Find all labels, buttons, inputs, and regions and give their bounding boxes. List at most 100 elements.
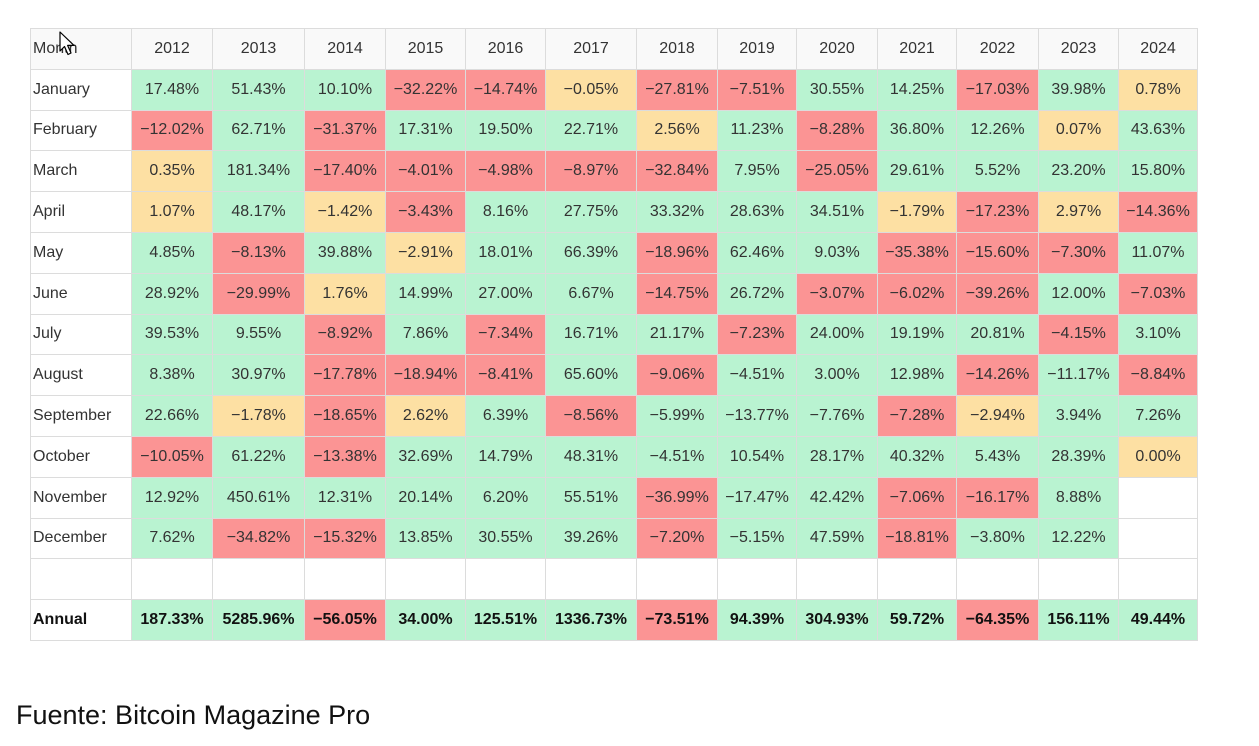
heatmap-cell-november-2018: −36.99% xyxy=(636,476,718,519)
year-header-2019[interactable]: 2019 xyxy=(717,28,797,70)
heatmap-cell-april-2013: 48.17% xyxy=(212,191,305,233)
heatmap-cell-august-2020: 3.00% xyxy=(796,354,878,397)
heatmap-cell-december-2021: −18.81% xyxy=(877,517,957,560)
month-row-january: January 17.48% 51.43% 10.10% −32.22% −14.74% −… xyxy=(30,68,1198,111)
heatmap-cell-october-2020: 28.17% xyxy=(796,435,878,478)
heatmap-cell-july-2018: 21.17% xyxy=(636,313,718,356)
month-row-march: March 0.35% 181.34% −17.40% −4.01% −4.98% −8.9… xyxy=(30,150,1198,193)
month-column-header[interactable]: Month xyxy=(30,28,132,70)
heatmap-cell-august-2015: −18.94% xyxy=(385,354,466,397)
heatmap-cell-february-2014: −31.37% xyxy=(304,109,386,152)
heatmap-cell-february-2015: 17.31% xyxy=(385,109,466,152)
heatmap-cell-april-2017: 27.75% xyxy=(545,191,637,233)
heatmap-cell-february-2013: 62.71% xyxy=(212,109,305,152)
heatmap-cell-june-2012: 28.92% xyxy=(131,272,213,315)
heatmap-cell-november-2024 xyxy=(1118,476,1198,519)
month-row-april: April 1.07% 48.17% −1.42% −3.43% 8.16% 27.75% 3… xyxy=(30,191,1198,233)
month-row-september: September 22.66% −1.78% −18.65% 2.62% 6.39% −8… xyxy=(30,395,1198,437)
heatmap-cell-spacer-2020 xyxy=(796,558,878,601)
row-label-july: July xyxy=(30,313,132,356)
year-header-2012[interactable]: 2012 xyxy=(131,28,213,70)
heatmap-cell-annual-2012: 187.33% xyxy=(131,599,213,641)
year-header-2021[interactable]: 2021 xyxy=(877,28,957,70)
heatmap-cell-may-2016: 18.01% xyxy=(465,231,546,274)
heatmap-cell-november-2021: −7.06% xyxy=(877,476,957,519)
heatmap-cell-june-2017: 6.67% xyxy=(545,272,637,315)
heatmap-cell-june-2023: 12.00% xyxy=(1038,272,1119,315)
heatmap-cell-september-2017: −8.56% xyxy=(545,395,637,437)
heatmap-cell-july-2014: −8.92% xyxy=(304,313,386,356)
heatmap-cell-annual-2024: 49.44% xyxy=(1118,599,1198,641)
heatmap-cell-november-2023: 8.88% xyxy=(1038,476,1119,519)
heatmap-cell-spacer-2019 xyxy=(717,558,797,601)
source-caption: Fuente: Bitcoin Magazine Pro xyxy=(16,700,371,730)
heatmap-cell-july-2013: 9.55% xyxy=(212,313,305,356)
heatmap-cell-september-2018: −5.99% xyxy=(636,395,718,437)
heatmap-cell-march-2016: −4.98% xyxy=(465,150,546,193)
heatmap-cell-august-2016: −8.41% xyxy=(465,354,546,397)
heatmap-cell-january-2023: 39.98% xyxy=(1038,68,1119,111)
year-header-2016[interactable]: 2016 xyxy=(465,28,546,70)
heatmap-cell-may-2012: 4.85% xyxy=(131,231,213,274)
year-header-2013[interactable]: 2013 xyxy=(212,28,305,70)
heatmap-cell-spacer-2023 xyxy=(1038,558,1119,601)
heatmap-cell-spacer-2018 xyxy=(636,558,718,601)
heatmap-cell-february-2024: 43.63% xyxy=(1118,109,1198,152)
heatmap-cell-april-2022: −17.23% xyxy=(956,191,1039,233)
heatmap-cell-november-2012: 12.92% xyxy=(131,476,213,519)
heatmap-cell-february-2016: 19.50% xyxy=(465,109,546,152)
heatmap-cell-october-2019: 10.54% xyxy=(717,435,797,478)
year-header-2024[interactable]: 2024 xyxy=(1118,28,1198,70)
heatmap-cell-february-2020: −8.28% xyxy=(796,109,878,152)
annual-row: Annual 187.33% 5285.96% −56.05% 34.00% 125.51… xyxy=(30,599,1198,641)
heatmap-cell-annual-2023: 156.11% xyxy=(1038,599,1119,641)
heatmap-cell-december-2015: 13.85% xyxy=(385,517,466,560)
month-row-february: February −12.02% 62.71% −31.37% 17.31% 19.50%… xyxy=(30,109,1198,152)
year-header-2014[interactable]: 2014 xyxy=(304,28,386,70)
heatmap-cell-april-2023: 2.97% xyxy=(1038,191,1119,233)
heatmap-cell-may-2014: 39.88% xyxy=(304,231,386,274)
heatmap-cell-may-2020: 9.03% xyxy=(796,231,878,274)
heatmap-cell-october-2022: 5.43% xyxy=(956,435,1039,478)
heatmap-cell-march-2024: 15.80% xyxy=(1118,150,1198,193)
heatmap-cell-december-2012: 7.62% xyxy=(131,517,213,560)
heatmap-cell-december-2017: 39.26% xyxy=(545,517,637,560)
heatmap-cell-annual-2014: −56.05% xyxy=(304,599,386,641)
heatmap-cell-december-2013: −34.82% xyxy=(212,517,305,560)
heatmap-cell-march-2015: −4.01% xyxy=(385,150,466,193)
year-header-2023[interactable]: 2023 xyxy=(1038,28,1119,70)
heatmap-cell-september-2013: −1.78% xyxy=(212,395,305,437)
row-label-june: June xyxy=(30,272,132,315)
heatmap-cell-june-2014: 1.76% xyxy=(304,272,386,315)
heatmap-cell-annual-2016: 125.51% xyxy=(465,599,546,641)
heatmap-cell-november-2014: 12.31% xyxy=(304,476,386,519)
row-label-annual: Annual xyxy=(30,599,132,641)
heatmap-cell-december-2022: −3.80% xyxy=(956,517,1039,560)
heatmap-cell-july-2021: 19.19% xyxy=(877,313,957,356)
heatmap-cell-february-2023: 0.07% xyxy=(1038,109,1119,152)
heatmap-cell-annual-2018: −73.51% xyxy=(636,599,718,641)
heatmap-cell-october-2021: 40.32% xyxy=(877,435,957,478)
year-header-2017[interactable]: 2017 xyxy=(545,28,637,70)
heatmap-cell-may-2021: −35.38% xyxy=(877,231,957,274)
year-header-2022[interactable]: 2022 xyxy=(956,28,1039,70)
month-row-august: August 8.38% 30.97% −17.78% −18.94% −8.41% 65.… xyxy=(30,354,1198,397)
heatmap-cell-annual-2020: 304.93% xyxy=(796,599,878,641)
heatmap-cell-november-2022: −16.17% xyxy=(956,476,1039,519)
heatmap-cell-april-2012: 1.07% xyxy=(131,191,213,233)
year-header-2015[interactable]: 2015 xyxy=(385,28,466,70)
heatmap-cell-january-2013: 51.43% xyxy=(212,68,305,111)
spacer-row xyxy=(30,558,1198,601)
heatmap-cell-may-2024: 11.07% xyxy=(1118,231,1198,274)
year-header-2020[interactable]: 2020 xyxy=(796,28,878,70)
heatmap-cell-annual-2019: 94.39% xyxy=(717,599,797,641)
heatmap-cell-march-2018: −32.84% xyxy=(636,150,718,193)
year-header-2018[interactable]: 2018 xyxy=(636,28,718,70)
heatmap-cell-april-2018: 33.32% xyxy=(636,191,718,233)
heatmap-cell-march-2021: 29.61% xyxy=(877,150,957,193)
heatmap-cell-july-2020: 24.00% xyxy=(796,313,878,356)
heatmap-cell-february-2012: −12.02% xyxy=(131,109,213,152)
heatmap-cell-october-2015: 32.69% xyxy=(385,435,466,478)
heatmap-cell-spacer-2024 xyxy=(1118,558,1198,601)
heatmap-cell-january-2014: 10.10% xyxy=(304,68,386,111)
